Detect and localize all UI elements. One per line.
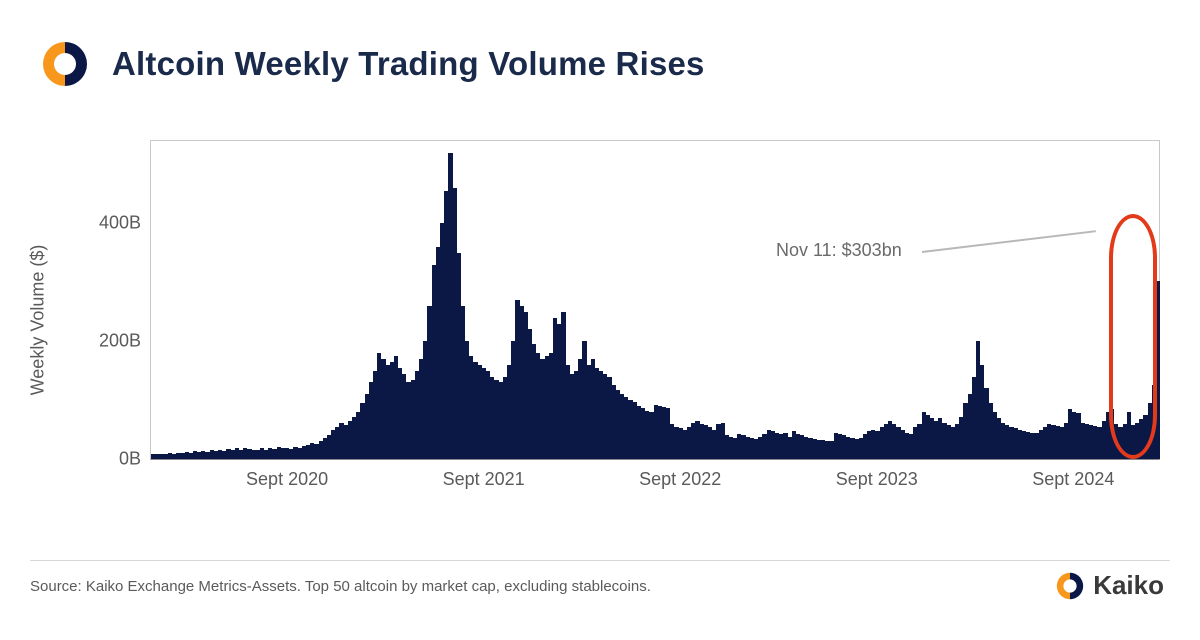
x-tick: Sept 2020 [246,469,328,490]
annotation-label: Nov 11: $303bn [776,240,902,261]
x-tick: Sept 2024 [1032,469,1114,490]
plot-area: Nov 11: $303bn 0B200B400BSept 2020Sept 2… [150,140,1160,460]
highlight-circle [1109,214,1157,459]
bar-series [151,141,1159,459]
brand-logo-small-icon [1055,571,1085,601]
chart: Weekly Volume ($) Nov 11: $303bn 0B200B4… [60,140,1160,500]
x-tick: Sept 2022 [639,469,721,490]
y-tick: 400B [99,213,141,234]
y-axis-label: Weekly Volume ($) [28,245,49,396]
y-tick: 0B [119,449,141,470]
y-tick: 200B [99,331,141,352]
brand-logo-icon [40,39,90,89]
header: Altcoin Weekly Trading Volume Rises [40,34,1160,94]
footer-divider [30,560,1170,561]
x-tick: Sept 2023 [836,469,918,490]
page: Altcoin Weekly Trading Volume Rises Week… [0,0,1200,640]
brand-name: Kaiko [1093,570,1164,601]
chart-title: Altcoin Weekly Trading Volume Rises [112,45,705,83]
x-tick: Sept 2021 [443,469,525,490]
brand-footer: Kaiko [1055,570,1164,601]
source-text: Source: Kaiko Exchange Metrics-Assets. T… [30,578,651,595]
